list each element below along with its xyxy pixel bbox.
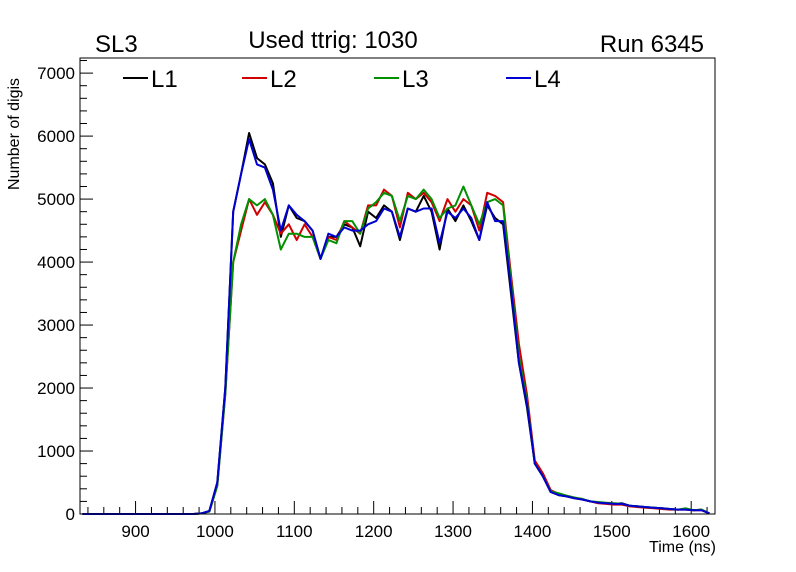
y-tick-label: 6000 <box>37 127 75 146</box>
x-tick-label: 1100 <box>276 522 313 541</box>
y-tick-label: 1000 <box>37 442 75 461</box>
y-tick-label: 0 <box>66 505 75 524</box>
x-axis-label: Time (ns) <box>649 539 716 556</box>
legend-label-l1: L1 <box>151 66 178 93</box>
axes: 0 1000 2000 3000 4000 5000 6000 7000 900 1000 1100… <box>37 60 710 541</box>
x-tick-label: 1500 <box>593 522 631 541</box>
y-axis-label: Number of digis <box>6 78 23 190</box>
y-tick-label: 3000 <box>37 316 75 335</box>
x-tick-label: 1400 <box>514 522 552 541</box>
chart-title: Used ttrig: 1030 <box>248 27 417 54</box>
x-tick-label: 1600 <box>672 522 710 541</box>
legend-label-l4: L4 <box>534 66 561 93</box>
y-tick-label: 7000 <box>37 64 75 83</box>
title-right: Run 6345 <box>600 31 704 58</box>
x-tick-label: 1000 <box>196 522 234 541</box>
y-tick-label: 4000 <box>37 253 75 272</box>
legend: L1 L2 L3 L4 <box>123 66 561 93</box>
x-tick-label: 1200 <box>355 522 393 541</box>
legend-label-l2: L2 <box>270 66 297 93</box>
title-left: SL3 <box>95 31 138 58</box>
x-tick-label: 900 <box>121 522 149 541</box>
x-tick-label: 1300 <box>434 522 472 541</box>
y-tick-label: 2000 <box>37 379 75 398</box>
legend-label-l3: L3 <box>402 66 429 93</box>
y-tick-label: 5000 <box>37 190 75 209</box>
plot-frame <box>79 57 716 515</box>
